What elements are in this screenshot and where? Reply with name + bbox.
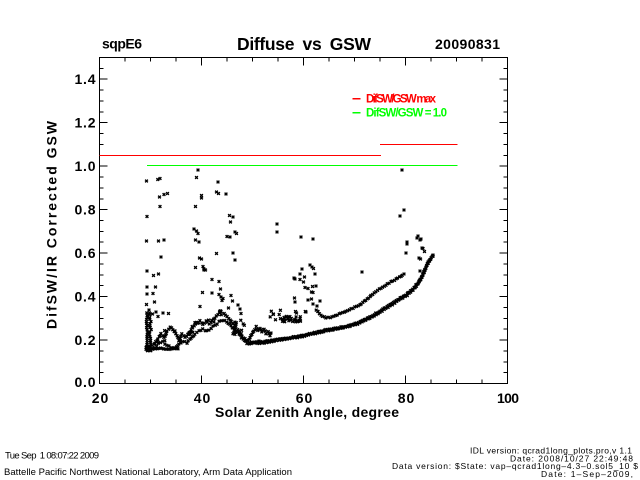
svg-text:IDL version: qcrad1long_plots.: IDL version: qcrad1long_plots.pro,v 1.1 bbox=[470, 446, 632, 456]
svg-text:40: 40 bbox=[194, 390, 211, 406]
svg-text:Diffuse vs GSW: Diffuse vs GSW bbox=[237, 34, 371, 54]
svg-text:20: 20 bbox=[92, 390, 109, 406]
svg-text:0.6: 0.6 bbox=[75, 245, 96, 261]
svg-text:sqpE6: sqpE6 bbox=[102, 36, 142, 52]
svg-text:0.2: 0.2 bbox=[75, 332, 96, 348]
svg-text:1.2: 1.2 bbox=[75, 115, 96, 131]
svg-text:Data version: $State: vap–qcra: Data version: $State: vap–qcrad1long–4.3… bbox=[392, 461, 638, 471]
svg-text:100: 100 bbox=[497, 390, 519, 406]
svg-text:20090831: 20090831 bbox=[435, 36, 500, 52]
svg-text:0.4: 0.4 bbox=[75, 288, 96, 304]
svg-text:60: 60 bbox=[296, 390, 313, 406]
svg-text:80: 80 bbox=[398, 390, 415, 406]
svg-text:Solar Zenith Angle, degree: Solar Zenith Angle, degree bbox=[215, 404, 399, 420]
svg-text:DifSW/IR Corrected GSW: DifSW/IR Corrected GSW bbox=[44, 120, 60, 329]
svg-text:Battelle Pacific Northwest Nat: Battelle Pacific Northwest National Labo… bbox=[4, 467, 292, 478]
svg-text:Tue Sep 1 08:07:22 2009: Tue Sep 1 08:07:22 2009 bbox=[5, 451, 99, 462]
svg-text:DifSW/GSW = 1.0: DifSW/GSW = 1.0 bbox=[366, 108, 447, 120]
svg-text:DifSW/GSW max: DifSW/GSW max bbox=[366, 94, 437, 106]
svg-text:1.4: 1.4 bbox=[75, 71, 96, 87]
svg-text:Date: 1–Sep–2009,: Date: 1–Sep–2009, bbox=[541, 469, 633, 479]
svg-text:0.0: 0.0 bbox=[75, 374, 96, 390]
svg-text:Date: 2008/10/27 22:49:48: Date: 2008/10/27 22:49:48 bbox=[510, 453, 633, 463]
svg-text:0.8: 0.8 bbox=[75, 201, 96, 217]
svg-text:1.0: 1.0 bbox=[75, 158, 96, 174]
